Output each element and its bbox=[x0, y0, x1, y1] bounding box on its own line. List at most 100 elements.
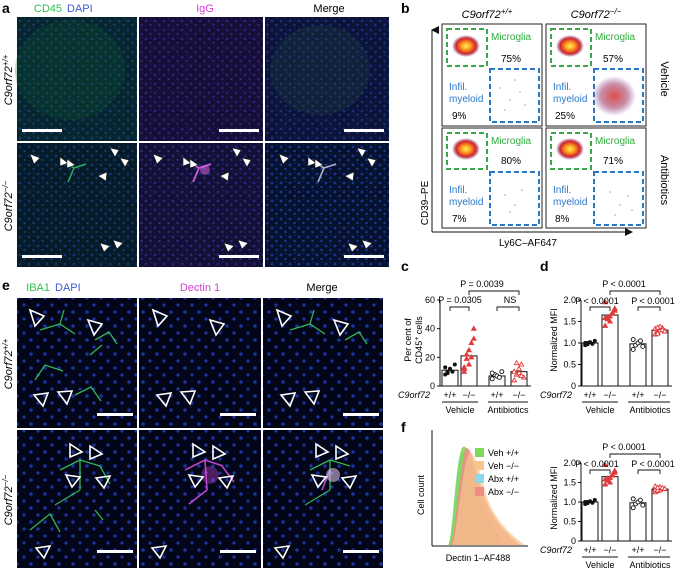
f-p-left: P < 0.0001 bbox=[575, 459, 619, 469]
b-col2-header: C9orf72−/− bbox=[571, 7, 622, 21]
data-point bbox=[654, 330, 661, 336]
data-point bbox=[640, 343, 646, 349]
d-geno-1: +/+ bbox=[583, 390, 596, 400]
y-tick-label: 0 bbox=[571, 536, 576, 546]
data-point bbox=[585, 342, 590, 347]
b-veh-wt-inf-pct: 9% bbox=[452, 111, 467, 122]
data-point bbox=[630, 496, 636, 502]
b-veh-ko-mg-pct: 57% bbox=[603, 54, 623, 65]
b-infil-label-2a: Infil. bbox=[553, 82, 571, 93]
c-geno-3: +/+ bbox=[490, 390, 503, 400]
data-point bbox=[630, 337, 636, 343]
d-group-vehicle: Vehicle bbox=[585, 405, 614, 415]
data-point bbox=[637, 338, 643, 344]
data-point bbox=[630, 347, 636, 352]
d-geno-2: −/− bbox=[603, 390, 616, 400]
data-point bbox=[602, 314, 609, 321]
d-p-right: P < 0.0001 bbox=[631, 296, 675, 306]
data-point bbox=[489, 376, 495, 382]
data-point bbox=[518, 372, 525, 379]
b-mg-label-1: Microglia bbox=[491, 32, 531, 43]
b-infil-label-1b: myeloid bbox=[449, 94, 483, 105]
bar bbox=[441, 369, 459, 387]
b-abx-wt-mg-pct: 80% bbox=[501, 156, 521, 167]
f-histogram bbox=[431, 430, 528, 547]
c-p-top: P = 0.0039 bbox=[460, 279, 504, 289]
d-group-antibiotics: Antibiotics bbox=[629, 405, 671, 415]
b-y-label: CD39–PE bbox=[420, 180, 431, 225]
a-row1-label: C9orf72+/+ bbox=[1, 54, 15, 105]
c-ns: NS bbox=[504, 295, 517, 305]
data-point bbox=[463, 351, 470, 357]
data-point bbox=[470, 335, 477, 341]
e-row2-label: C9orf72−/− bbox=[1, 474, 15, 525]
f-y-label: Normalized MFI bbox=[549, 466, 559, 530]
data-point bbox=[590, 341, 595, 346]
f-legend-swatch-3 bbox=[475, 474, 484, 483]
panel-a-label: a bbox=[2, 0, 10, 16]
d-geno-4: −/− bbox=[653, 390, 666, 400]
data-point bbox=[602, 322, 609, 328]
f-geno-1: +/+ bbox=[583, 545, 596, 555]
d-genotype-axis: C9orf72 +/+ −/− +/+ −/− Vehicle Antibiot… bbox=[540, 390, 671, 415]
data-point bbox=[585, 501, 590, 506]
f-legend-4: Abx −/− bbox=[488, 487, 519, 497]
y-tick-label: 2.0 bbox=[563, 458, 576, 468]
b-mg-label-2: Microglia bbox=[595, 32, 635, 43]
significance-bracket bbox=[637, 306, 661, 311]
data-point bbox=[470, 325, 477, 331]
chart-d: 0 0.5 1.0 1.5 2.0 bbox=[563, 290, 672, 391]
d-y-label: Normalized MFI bbox=[549, 308, 559, 372]
a-header-igg: IgG bbox=[196, 3, 214, 15]
b-mg-label-4: Microglia bbox=[595, 136, 635, 147]
data-point bbox=[496, 374, 502, 380]
b-flow-plots: Microglia 75% Infil. myeloid 9% Microgli… bbox=[441, 23, 647, 229]
data-point bbox=[450, 369, 455, 374]
data-point bbox=[609, 472, 616, 478]
c-y-label-2: CD45+ cells bbox=[414, 316, 424, 364]
y-tick-label: 0 bbox=[430, 381, 435, 391]
f-legend-swatch-4 bbox=[475, 487, 484, 496]
data-point bbox=[602, 298, 609, 305]
panel-b-label: b bbox=[401, 0, 410, 16]
data-point bbox=[602, 461, 609, 467]
data-point bbox=[463, 355, 470, 361]
f-legend-2: Veh −/− bbox=[488, 461, 519, 471]
f-hist-x-label: Dectin 1–AF488 bbox=[446, 553, 511, 563]
f-legend-1: Veh +/+ bbox=[488, 448, 519, 458]
f-group-antibiotics: Antibiotics bbox=[629, 560, 671, 570]
significance-bracket bbox=[609, 290, 661, 295]
y-tick-label: 1.5 bbox=[563, 478, 576, 488]
b-infil-label-4b: myeloid bbox=[553, 197, 587, 208]
data-point bbox=[515, 369, 523, 376]
b-infil-label-3a: Infil. bbox=[449, 185, 467, 196]
data-point bbox=[661, 485, 668, 491]
data-point bbox=[513, 359, 520, 366]
d-p-left: P < 0.0001 bbox=[575, 296, 619, 306]
y-tick-label: 0.5 bbox=[563, 517, 576, 527]
panel-f-label: f bbox=[401, 419, 406, 435]
e-header-iba1: IBA1 bbox=[26, 282, 50, 294]
a-micrographs bbox=[15, 17, 389, 267]
data-point bbox=[443, 365, 448, 370]
b-infil-label-2b: myeloid bbox=[553, 94, 587, 105]
e-header-dapi: DAPI bbox=[55, 282, 81, 294]
bar bbox=[651, 488, 669, 542]
b-veh-ko-inf-pct: 25% bbox=[555, 111, 575, 122]
data-point bbox=[606, 479, 614, 485]
c-geno-1: +/+ bbox=[443, 390, 456, 400]
significance-bracket bbox=[468, 290, 520, 295]
y-tick-label: 40 bbox=[425, 324, 435, 334]
data-point bbox=[602, 481, 609, 487]
c-y-label-1: Per cent of bbox=[403, 318, 413, 362]
significance-bracket bbox=[609, 453, 661, 458]
y-tick-label: 60 bbox=[425, 295, 435, 305]
c-geno-4: −/− bbox=[512, 390, 525, 400]
c-genotype-axis: C9orf72 +/+ −/− +/+ −/− Vehicle Antibiot… bbox=[398, 390, 529, 415]
data-point bbox=[592, 498, 597, 503]
data-point bbox=[654, 324, 661, 330]
significance-bracket bbox=[449, 306, 470, 311]
data-point bbox=[637, 497, 643, 503]
y-tick-label: 0 bbox=[571, 381, 576, 391]
y-tick-label: 2.0 bbox=[563, 295, 576, 305]
